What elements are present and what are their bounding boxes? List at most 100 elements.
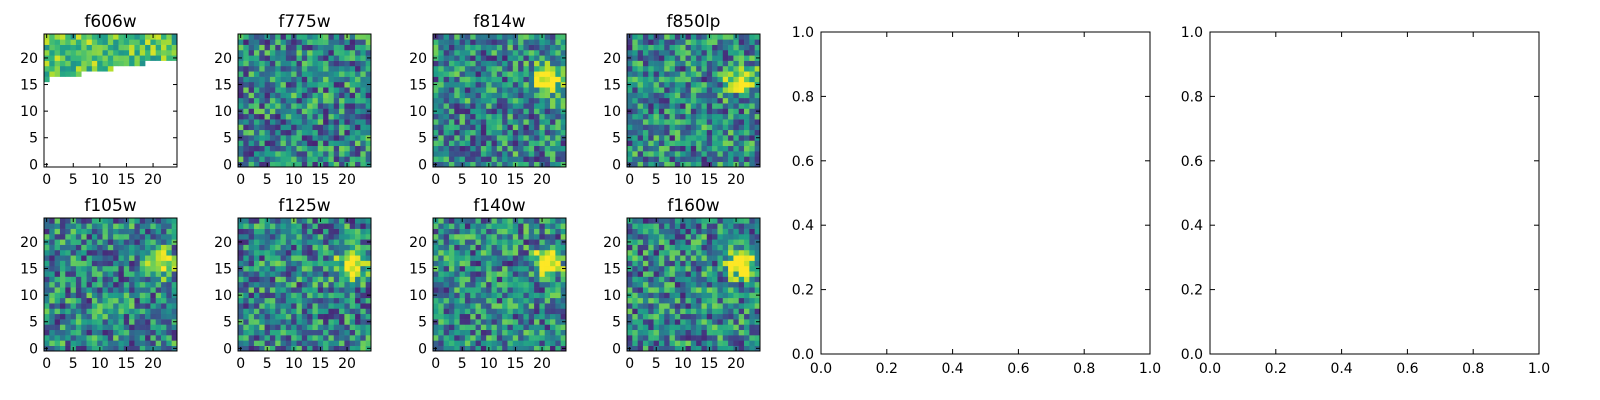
heatmap-cell [491,60,498,67]
heatmap-cell [642,308,649,315]
heatmap-cell [291,129,297,136]
heatmap-cell [550,281,556,288]
heatmap-cell [534,265,540,272]
heatmap-cell [107,249,114,256]
heatmap-cell [738,55,745,61]
heatmap-cell [443,140,450,147]
heatmap-cell [349,161,356,168]
heatmap-cell [59,65,66,72]
heatmap-cell [491,124,498,131]
heatmap-cell [512,156,519,162]
heatmap-cell [486,281,492,288]
heatmap-cell [438,140,444,147]
heatmap-cell [653,71,660,77]
heatmap-cell [448,265,455,272]
heatmap-cell [86,233,93,240]
heatmap-cell [317,129,324,136]
heatmap-cell [123,335,130,341]
heatmap-cell [744,103,750,109]
heatmap-cell [166,233,172,240]
heatmap-cell [555,65,561,72]
heatmap-cell [448,239,455,245]
heatmap-cell [550,65,556,72]
heatmap-cell [706,156,713,162]
heatmap-cell [560,287,567,293]
heatmap-cell [433,287,439,293]
heatmap-cell [507,81,514,88]
heatmap-cell [328,92,335,99]
heatmap-cell [248,55,255,61]
heatmap-cell [733,313,740,320]
heatmap-cell [339,60,345,67]
heatmap-cell [712,156,718,162]
heatmap-cell [712,108,718,115]
heatmap-cell [443,87,450,93]
heatmap-cell [674,303,681,309]
heatmap-cell [648,76,654,83]
heatmap-cell [454,340,460,346]
heatmap-cell [690,34,697,40]
heatmap-cell [717,340,724,346]
heatmap-cell [328,103,335,109]
heatmap-cell [102,218,109,224]
heatmap-cell [653,81,660,88]
heatmap-cell [349,119,356,125]
heatmap-cell [86,34,93,40]
heatmap-cell [275,103,281,109]
x-tick-label: 0 [431,356,440,372]
heatmap-cell [49,271,55,277]
heatmap-cell [685,60,692,67]
heatmap-cell [539,228,546,235]
heatmap-cell [664,161,670,168]
heatmap-cell [75,271,82,277]
heatmap-cell [328,308,335,315]
heatmap-cell [280,265,287,272]
heatmap-cell [696,65,702,72]
heatmap-cell [632,313,638,320]
heatmap-cell [264,319,271,325]
heatmap-cell [59,233,66,240]
heatmap-cell [285,308,292,315]
heatmap-cell [275,65,281,72]
heatmap-cell [560,65,567,72]
heatmap-cell [355,276,361,283]
heatmap-cell [642,223,649,229]
heatmap-cell [166,297,172,304]
heatmap-cell [129,265,135,272]
heatmap-cell [301,44,308,51]
heatmap-cell [648,97,654,104]
heatmap-cell [749,239,755,245]
heatmap-cell [507,313,514,320]
heatmap-cell [555,81,561,88]
heatmap-cell [49,218,55,224]
heatmap-cell [264,156,271,162]
heatmap-cell [733,271,740,277]
heatmap-cell [166,228,172,235]
heatmap-cell [544,49,551,56]
heatmap-cell [275,223,281,229]
heatmap-cell [555,292,561,299]
y-tick-label: 10 [603,288,621,304]
heatmap-cell [642,65,649,72]
heatmap-cell [744,239,750,245]
heatmap-cell [696,345,702,352]
heatmap-cell [355,55,361,61]
heatmap-cell [312,97,319,104]
heatmap-cell [749,87,755,93]
heatmap-cell [253,329,260,336]
heatmap-cell [733,87,740,93]
heatmap-cell [433,260,439,267]
heatmap-cell [312,303,319,309]
heatmap-cell [648,303,654,309]
heatmap-cell [637,161,644,168]
heatmap-cell [470,276,476,283]
heatmap-cell [344,55,351,61]
heatmap-cell [523,44,530,51]
heatmap-cell [539,319,546,325]
heatmap-cell [150,223,157,229]
heatmap-cell [480,249,487,256]
heatmap-cell [312,308,319,315]
heatmap-cell [518,218,524,224]
heatmap-cell [696,49,702,56]
heatmap-cell [555,34,561,40]
